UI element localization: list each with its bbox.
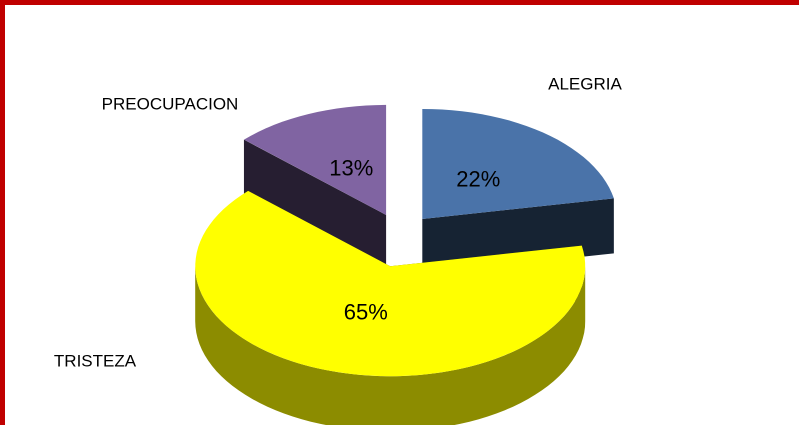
category-label: TRISTEZA bbox=[54, 351, 137, 370]
slice-wall bbox=[243, 139, 387, 270]
value-label: 13% bbox=[329, 155, 373, 180]
slice bbox=[195, 190, 586, 377]
border-top bbox=[0, 0, 799, 5]
slice bbox=[422, 109, 614, 219]
slice-side bbox=[195, 266, 586, 425]
value-label: 22% bbox=[456, 167, 500, 192]
slice bbox=[244, 104, 387, 215]
category-label: ALEGRIA bbox=[548, 74, 622, 93]
border-left bbox=[0, 0, 5, 425]
value-label: 65% bbox=[344, 300, 388, 325]
category-label: PREOCUPACION bbox=[102, 94, 239, 113]
